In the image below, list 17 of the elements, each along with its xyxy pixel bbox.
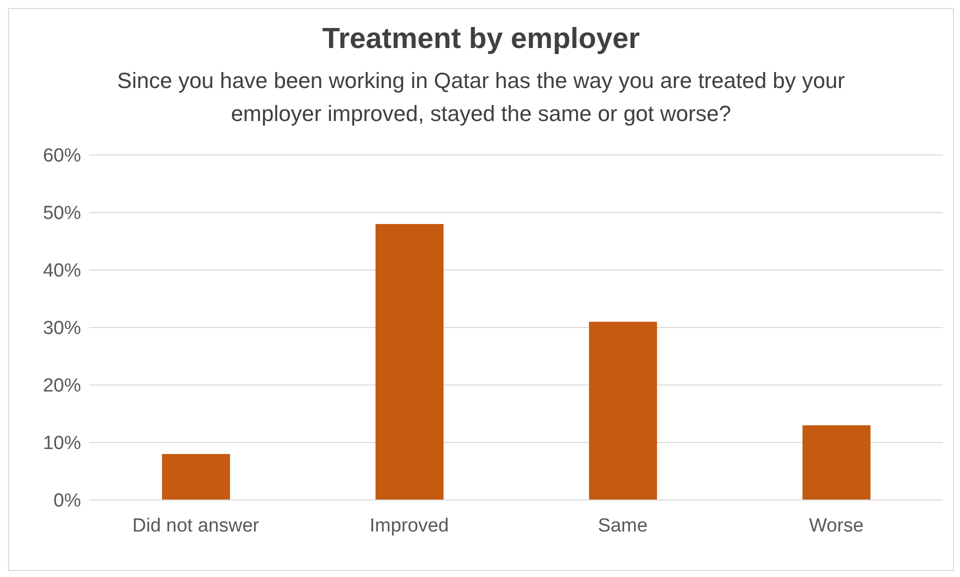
y-tick-label: 30%: [42, 318, 82, 340]
bar: [589, 322, 657, 500]
y-tick-label: 50%: [42, 203, 82, 224]
y-tick-label: 10%: [42, 433, 82, 454]
y-tick-label: 60%: [42, 146, 82, 167]
x-tick-label: Worse: [808, 515, 864, 536]
chart-title: Treatment by employer: [321, 23, 641, 56]
bar: [162, 454, 230, 500]
chart-subtitle: Since you have been working in Qatar has the way you are treated by your employer improved, stayed the same or got worse?: [116, 67, 846, 128]
bar: [376, 224, 444, 500]
x-tick-label: Did not answer: [132, 515, 260, 536]
y-tick-label: 0%: [54, 490, 82, 512]
y-tick-label: 40%: [42, 260, 82, 282]
y-tick-label: 20%: [42, 376, 82, 397]
x-tick-label: Same: [598, 515, 648, 536]
x-tick-label: Improved: [370, 515, 449, 536]
bar: [802, 425, 870, 500]
